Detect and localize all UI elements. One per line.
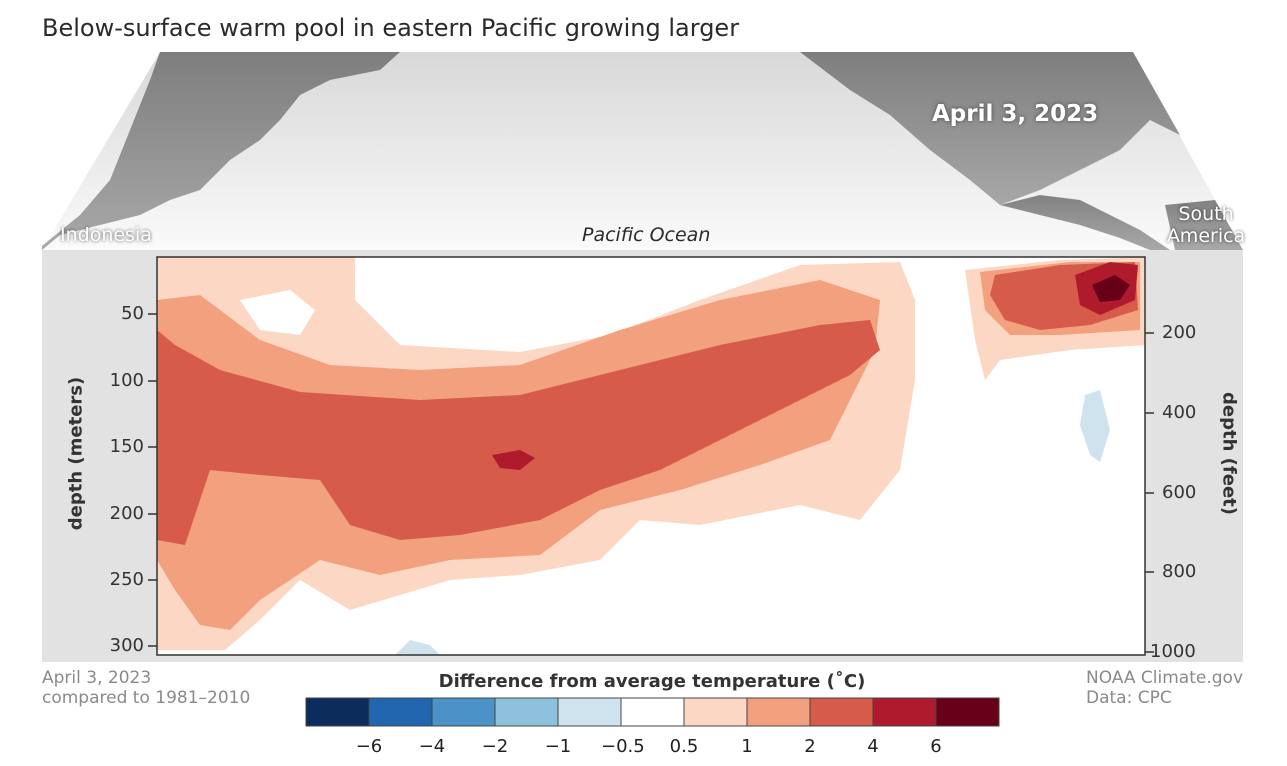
- right-axis-ticks: [1145, 332, 1154, 653]
- left-tick-label: 150: [109, 436, 144, 457]
- legend-title: Difference from average temperature (˚C): [438, 671, 866, 692]
- legend-tick-label: −2: [481, 736, 509, 757]
- legend-ticks: −6 −4 −2 −1 −0.5 0.5 1 2 4 6: [0, 736, 1287, 762]
- central-america-landmass: [1000, 195, 1170, 250]
- legend-swatch: [494, 697, 559, 727]
- legend-swatch: [431, 697, 496, 727]
- legend-tick-label: −1: [544, 736, 572, 757]
- legend-swatch: [935, 697, 1000, 727]
- right-tick-label: 800: [1162, 561, 1197, 582]
- footer-date: April 3, 2023 compared to 1981–2010: [42, 668, 250, 708]
- legend-tick-label: 6: [930, 736, 942, 757]
- legend-tick-label: 4: [867, 736, 879, 757]
- legend-swatch: [809, 697, 874, 727]
- footer-date-line: April 3, 2023: [42, 668, 152, 688]
- footer-credit: NOAA Climate.gov Data: CPC: [1086, 668, 1243, 708]
- right-tick-label: 1000: [1150, 641, 1196, 662]
- legend-swatch: [368, 697, 433, 727]
- anomaly-contour-2: [157, 320, 880, 545]
- indonesia-label: Indonesia: [60, 224, 152, 246]
- footer-data-line: Data: CPC: [1086, 688, 1172, 708]
- anomaly-contour-6: [1092, 275, 1130, 302]
- left-axis-ticks: [148, 313, 157, 647]
- pacific-ocean-label: Pacific Ocean: [582, 224, 711, 246]
- page-title: Below-surface warm pool in eastern Pacif…: [42, 14, 740, 42]
- south-america-landmass: [1165, 200, 1243, 250]
- legend-tick-label: −4: [418, 736, 446, 757]
- right-tick-label: 600: [1162, 482, 1197, 503]
- legend-swatch: [620, 697, 685, 727]
- legend-colorbar: [305, 697, 1000, 727]
- footer-baseline-line: compared to 1981–2010: [42, 688, 251, 708]
- left-tick-label: 100: [109, 370, 144, 391]
- map-date-label: April 3, 2023: [932, 101, 1099, 127]
- legend-swatch: [746, 697, 811, 727]
- asia-landmass: [42, 52, 400, 250]
- legend-tick-label: −0.5: [601, 736, 645, 757]
- legend-tick-label: 0.5: [669, 736, 699, 757]
- legend-tick-label: 2: [804, 736, 816, 757]
- anomaly-contour-neg-bottom: [395, 640, 440, 655]
- right-tick-label: 200: [1162, 322, 1197, 343]
- left-tick-label: 300: [109, 635, 144, 656]
- left-tick-label: 50: [121, 303, 144, 324]
- footer-credit-line: NOAA Climate.gov: [1086, 668, 1244, 688]
- legend-swatch: [557, 697, 622, 727]
- right-axis-label: depth (feet): [1218, 392, 1240, 515]
- left-tick-label: 250: [109, 569, 144, 590]
- left-tick-label: 200: [109, 503, 144, 524]
- legend-swatch: [683, 697, 748, 727]
- south-america-label: South America: [1166, 203, 1246, 247]
- legend-swatch: [305, 697, 370, 727]
- legend-tick-label: −6: [355, 736, 383, 757]
- left-axis-label: depth (meters): [65, 376, 87, 531]
- north-america-landmass: [800, 52, 1180, 205]
- right-tick-label: 400: [1162, 402, 1197, 423]
- legend-tick-label: 1: [741, 736, 753, 757]
- anomaly-contour-neg-east: [1080, 390, 1110, 462]
- anomaly-contour-4: [492, 450, 535, 470]
- anomaly-panel: [156, 256, 1146, 656]
- legend-swatch: [872, 697, 937, 727]
